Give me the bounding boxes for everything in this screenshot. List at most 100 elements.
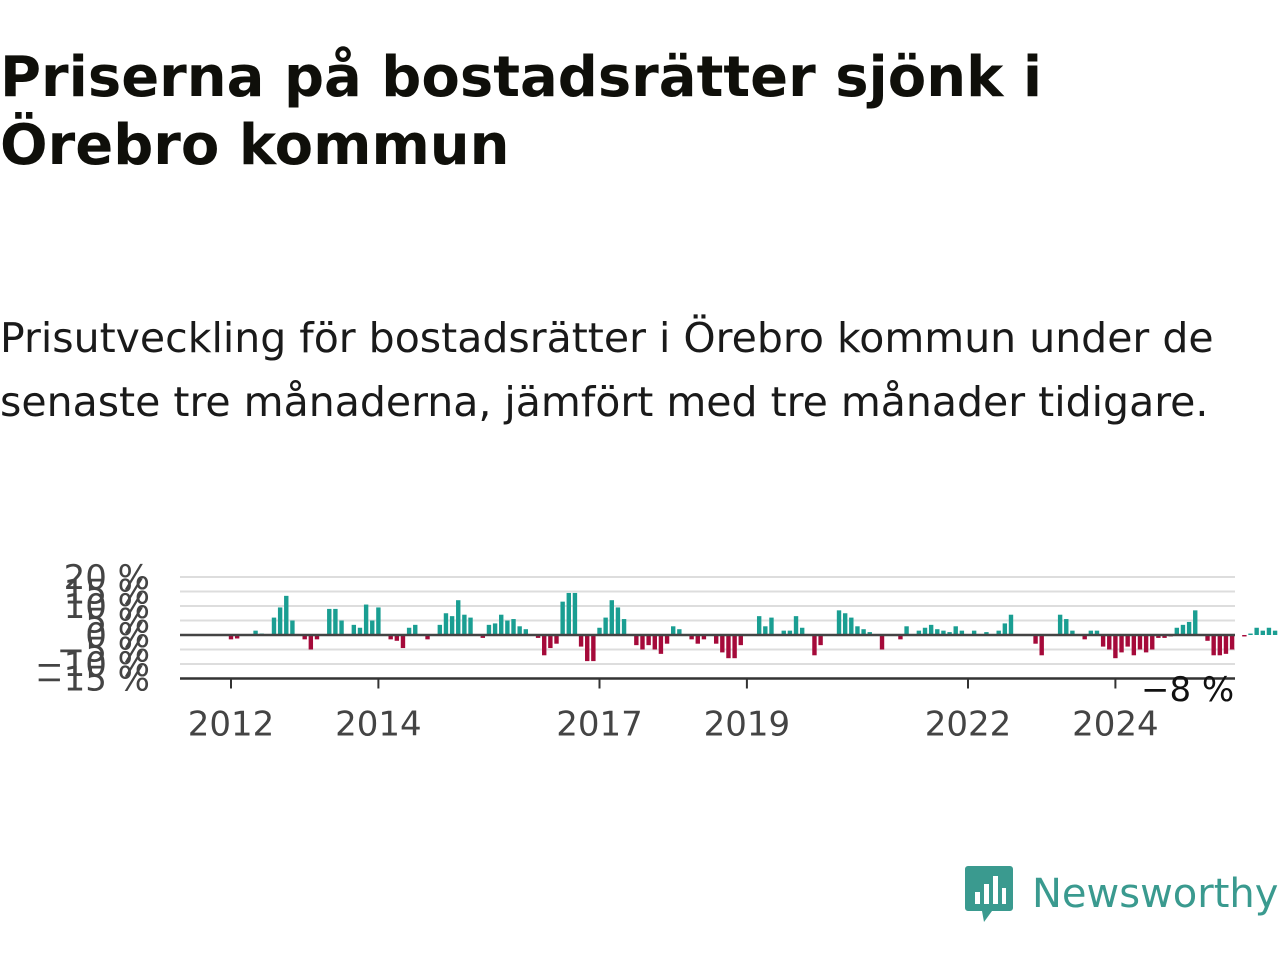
bar [898,635,903,640]
axes [180,633,1235,680]
y-tick-label: 15 % [64,573,150,613]
bar [308,635,314,650]
y-tick-label: −5 % [57,631,150,671]
bar [922,627,928,635]
bar [597,627,602,635]
bar [554,635,559,644]
bar [437,624,443,635]
bar [836,610,842,635]
bar [849,617,854,635]
bar [314,635,320,640]
bar [1113,635,1118,659]
bar [1033,635,1038,644]
bar [1186,621,1192,635]
bar [1162,635,1167,638]
bar [904,626,909,635]
y-tick-labels: 20 %15 %10 %5 %0 %−5 %−10 %−15 % [35,558,150,700]
bar [480,635,486,638]
chart-title: Priserna på bostadsrätter sjönk i Örebro… [0,45,1043,178]
bars [228,592,1278,662]
bar [548,635,553,649]
bar [1107,635,1112,650]
bar [406,627,412,635]
x-tick-label: 2019 [704,705,791,745]
bar [1100,635,1106,647]
bar [1119,635,1124,653]
brand-logo[interactable]: Newsworthy [964,862,1278,926]
x-tick-labels: 2012 2014 2017 2019 2022 2024 [188,678,1159,745]
y-tick-label: 0 % [85,616,150,656]
bar [1070,630,1075,635]
bar [1229,635,1235,650]
bar [535,635,541,638]
bar [1094,630,1100,635]
bar [1008,614,1014,635]
x-tick-label: 2014 [335,705,422,745]
bar [928,624,934,635]
bar [517,626,522,635]
bar [456,600,461,635]
bar [425,635,430,640]
bar [327,608,332,635]
bar [228,635,234,640]
y-tick-label: 10 % [64,587,150,627]
bar [935,629,940,635]
bar [793,616,799,635]
bar [271,617,277,635]
bar [351,624,357,635]
bar-chart: 20 %15 %10 %5 %0 %−5 %−10 %−15 % 2012 201… [35,558,1278,745]
bar [542,635,547,656]
bar [916,630,922,635]
bar [769,617,774,635]
gridlines [180,576,1235,665]
bar [738,635,743,646]
bar [1248,633,1253,635]
bar [732,635,737,659]
bar [388,635,393,640]
bar [284,595,289,635]
bar [370,620,375,635]
bar [861,629,866,635]
bar [566,592,571,635]
bar [449,616,455,635]
bar [492,623,498,635]
bar [400,635,406,649]
bar [959,630,965,635]
brand-name[interactable]: Newsworthy [1032,871,1279,917]
bar [462,614,467,635]
bar [585,635,590,662]
bar [996,630,1001,635]
bar [1064,619,1069,635]
bar [1002,623,1008,635]
bar [695,635,700,644]
y-tick-label: 5 % [85,602,150,642]
bar [646,635,651,646]
bar [1223,635,1229,654]
bar [1211,635,1216,656]
chart-subtitle: Prisutveckling för bostadsrätter i Örebr… [0,314,1214,426]
y-tick-label: −15 % [35,660,150,700]
bar [1266,627,1272,635]
bar [1125,635,1130,647]
last-value-label: −8 % [1141,670,1234,710]
bar [357,627,363,635]
bar [879,635,885,650]
bar [394,635,400,641]
bar [634,635,639,646]
bar [468,617,473,635]
bar [855,626,860,635]
bar [572,592,578,635]
bar [1193,610,1198,635]
bar [609,600,614,635]
bar [799,627,805,635]
bar [720,635,725,653]
x-tick-label: 2022 [925,705,1012,745]
bar [1254,627,1259,635]
bar [1143,635,1149,653]
newsworthy-logo-icon [965,866,1013,922]
bar [1131,635,1137,656]
bar [511,619,516,635]
bar [333,608,338,635]
bar [652,635,657,650]
bar [339,620,344,635]
